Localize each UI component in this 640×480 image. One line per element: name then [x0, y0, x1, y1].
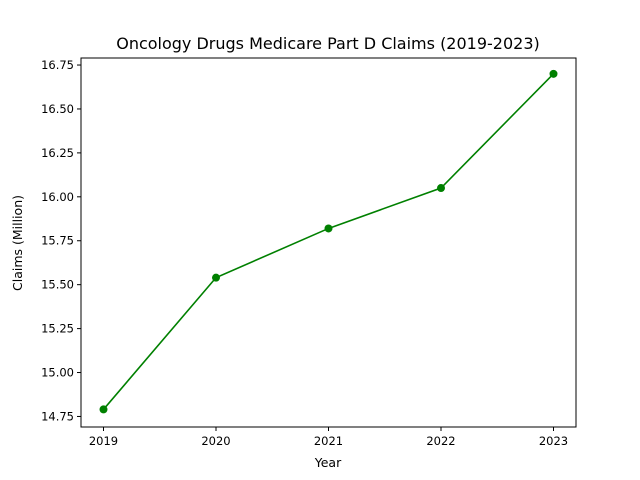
y-tick-label: 15.75 [41, 234, 74, 248]
y-tick-label: 15.00 [41, 366, 74, 380]
data-point [99, 405, 108, 414]
series-line [102, 73, 555, 410]
y-tick-label: 15.25 [41, 322, 74, 336]
data-point [437, 184, 445, 193]
x-tick-label: 2019 [89, 434, 118, 448]
x-tick-label: 2023 [539, 434, 568, 448]
plot-frame [80, 57, 577, 428]
chart-title: Oncology Drugs Medicare Part D Claims (2… [116, 34, 540, 53]
y-axis-label: Claims (Million) [10, 195, 25, 291]
x-tick-label: 2020 [201, 434, 230, 448]
x-axis-label: Year [314, 455, 342, 470]
y-tick-label: 16.25 [41, 146, 74, 160]
data-point [324, 224, 333, 233]
y-tick-label: 15.50 [41, 278, 74, 292]
plot-area: 2019 2020 2021 2022 2023 14.75 15.00 15.25 15.50… [41, 57, 577, 448]
y-tick-label: 14.75 [41, 409, 74, 423]
x-tick-label: 2021 [314, 434, 343, 448]
y-tick-label: 16.00 [41, 190, 74, 204]
data-point [212, 273, 220, 282]
y-tick-label: 16.50 [41, 102, 74, 116]
data-point [549, 69, 558, 78]
y-tick-label: 16.75 [41, 58, 74, 72]
x-tick-label: 2022 [426, 434, 455, 448]
